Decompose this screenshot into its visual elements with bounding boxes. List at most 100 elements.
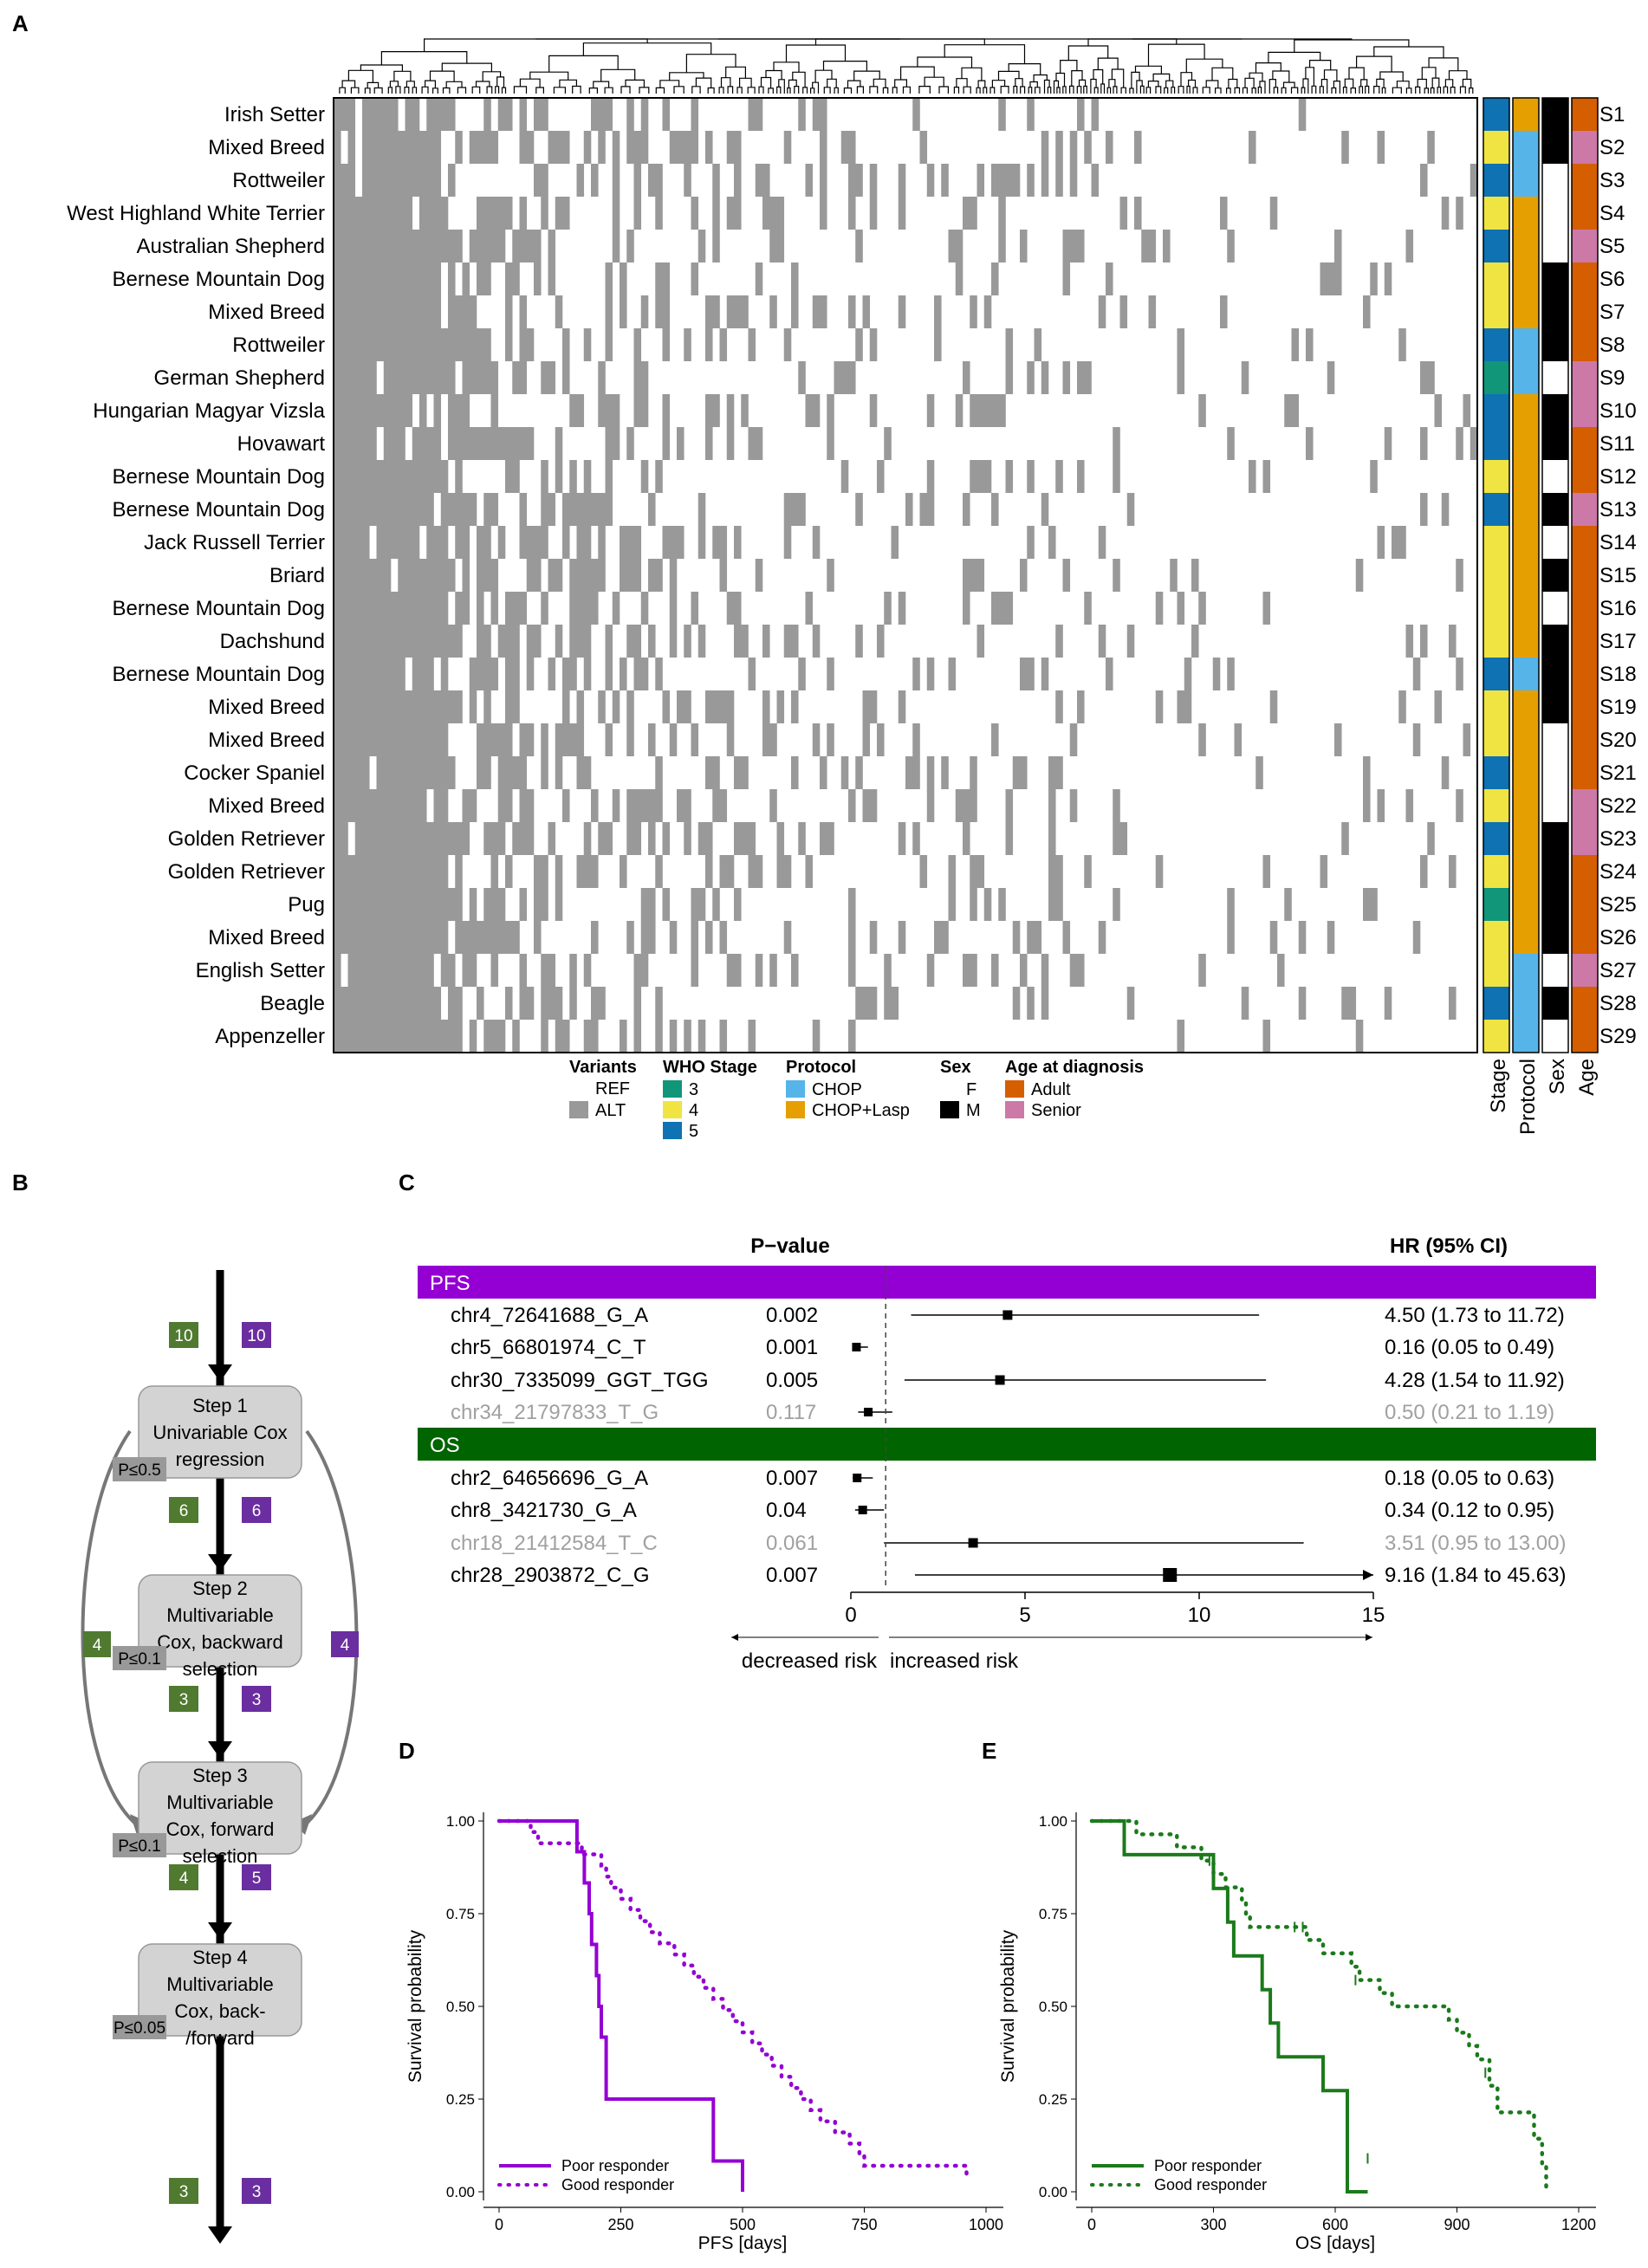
variant-cell xyxy=(519,789,528,822)
variant-cell xyxy=(354,526,363,559)
variant-cell xyxy=(455,690,463,723)
variant-cell xyxy=(341,394,348,427)
stage-cell xyxy=(1483,756,1509,789)
step-box xyxy=(138,1574,302,1668)
variant-cell xyxy=(369,954,377,987)
dendrogram-branch xyxy=(513,86,528,94)
dendrogram-branch xyxy=(1000,86,1009,94)
dendrogram-branch xyxy=(869,86,879,94)
variant-cell xyxy=(376,592,385,625)
variant-cell xyxy=(405,98,413,131)
variant-cell xyxy=(433,921,442,954)
variant-cell xyxy=(383,987,392,1020)
variant-cell xyxy=(869,164,878,197)
variant-cell xyxy=(748,98,756,131)
dendrogram-branch xyxy=(1029,81,1038,87)
variant-cell xyxy=(1177,1020,1185,1053)
dendrogram-branch xyxy=(673,86,685,94)
variant-cell xyxy=(705,295,713,328)
variant-cell xyxy=(748,855,756,888)
pvalue: 0.04 xyxy=(766,1499,807,1522)
variant-cell xyxy=(334,262,341,295)
variant-cell xyxy=(705,131,713,164)
sample-id: S18 xyxy=(1599,663,1637,686)
variant-cell xyxy=(376,921,385,954)
variant-cell xyxy=(455,295,463,328)
dendrogram-branch xyxy=(1450,87,1456,94)
variant-cell xyxy=(433,230,442,262)
dendrogram-branch xyxy=(924,76,944,87)
variant-cell xyxy=(398,197,406,230)
variant-cell xyxy=(334,1020,341,1053)
variant-cell xyxy=(583,559,592,592)
protocol-cell xyxy=(1513,1020,1539,1053)
legend-swatch xyxy=(663,1101,682,1118)
pvalue-header: P−value xyxy=(750,1234,829,1258)
variant-cell xyxy=(534,262,542,295)
variant-cell xyxy=(548,822,556,855)
variant-cell xyxy=(477,987,484,1020)
variant-cell xyxy=(341,98,348,131)
variant-cell xyxy=(391,131,399,164)
variant-cell xyxy=(1027,98,1035,131)
variant-cell xyxy=(712,888,720,921)
variant-cell xyxy=(640,954,649,987)
variant-cell xyxy=(354,394,363,427)
variant-cell xyxy=(862,987,871,1020)
variant-cell xyxy=(583,625,592,658)
hr-point xyxy=(1163,1568,1178,1582)
variant-cell xyxy=(576,526,585,559)
variant-cell xyxy=(1456,658,1463,690)
bypass-os-count: 4 xyxy=(341,1636,350,1655)
variant-cell xyxy=(640,789,649,822)
variant-cell xyxy=(477,592,484,625)
variant-cell xyxy=(1470,164,1478,197)
variant-cell xyxy=(926,954,935,987)
variant-cell xyxy=(719,559,728,592)
variant-cell xyxy=(677,427,685,460)
variant-cell xyxy=(1412,921,1421,954)
variant-cell xyxy=(1177,592,1185,625)
variant-cell xyxy=(448,98,456,131)
protocol-cell xyxy=(1513,131,1539,164)
sex-cell xyxy=(1542,131,1568,164)
variant-cell xyxy=(369,131,377,164)
sex-cell xyxy=(1542,164,1568,197)
bypass-arrow-right xyxy=(297,1429,359,1831)
variant-cell xyxy=(776,822,785,855)
variant-cell xyxy=(948,230,957,262)
variant-cell xyxy=(655,460,663,493)
variant-cell xyxy=(512,756,520,789)
dendrogram-branch xyxy=(1273,87,1279,94)
variant-cell xyxy=(633,197,642,230)
y-tick-label: 0.75 xyxy=(1039,1906,1067,1922)
variant-cell xyxy=(827,427,834,460)
variant-cell xyxy=(433,559,442,592)
dendrogram-branch xyxy=(1215,87,1222,94)
variant-cell xyxy=(612,789,620,822)
protocol-cell xyxy=(1513,789,1539,822)
age-cell xyxy=(1572,822,1598,855)
variant-cell xyxy=(440,789,449,822)
variant-cell xyxy=(697,493,706,526)
dendrogram-branch xyxy=(1055,72,1066,87)
stage-cell xyxy=(1483,526,1509,559)
y-axis-label: Survival probability xyxy=(998,1929,1018,2083)
variant-cell xyxy=(1034,328,1042,361)
variant-cell xyxy=(440,1020,449,1053)
variant-cell xyxy=(548,954,556,987)
y-tick-label: 0.75 xyxy=(446,1906,475,1922)
variant-cell xyxy=(569,559,577,592)
variant-cell xyxy=(383,822,392,855)
variant-cell xyxy=(1434,690,1443,723)
variant-cell xyxy=(583,1020,592,1053)
variant-cell xyxy=(505,625,513,658)
dendrogram-branch xyxy=(655,87,665,94)
variant-cell xyxy=(591,987,599,1020)
variant-cell xyxy=(898,295,906,328)
variant-cell xyxy=(341,295,348,328)
breed-label: Mixed Breed xyxy=(208,794,325,818)
legend-swatch xyxy=(663,1122,682,1139)
variant-cell xyxy=(648,723,656,756)
annotation-labels: Stage Protocol Sex Age xyxy=(1487,1059,1599,1135)
